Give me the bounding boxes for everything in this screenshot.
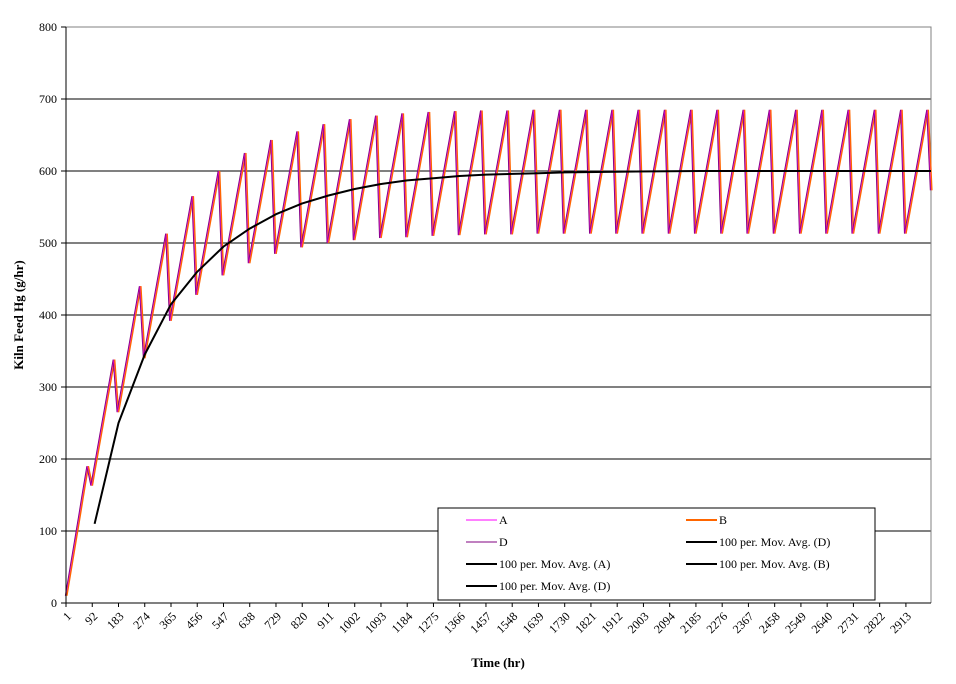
legend-item: 100 per. Mov. Avg. (D): [466, 579, 610, 593]
series-d-line: [64, 109, 931, 596]
y-axis-ticks: 0 100 200 300 400 500 600 700 800: [39, 20, 66, 610]
x-axis-title: Time (hr): [471, 655, 525, 670]
x-tick-label: 1093: [362, 609, 389, 636]
x-tick-label: 547: [209, 609, 232, 632]
legend-label: D: [499, 535, 508, 549]
legend-label: 100 per. Mov. Avg. (B): [719, 557, 830, 571]
gridlines: [66, 98, 931, 532]
x-tick-label: 92: [82, 609, 100, 627]
legend-label: B: [719, 513, 727, 527]
y-tick-label: 600: [39, 164, 57, 178]
x-tick-label: 820: [288, 609, 311, 632]
y-tick-label: 100: [39, 524, 57, 538]
x-tick-label: 1639: [520, 609, 547, 636]
x-tick-label: 1457: [467, 609, 494, 636]
x-tick-label: 2185: [677, 609, 704, 636]
x-tick-label: 911: [314, 609, 336, 631]
legend-label: 100 per. Mov. Avg. (D): [719, 535, 830, 549]
legend-item: 100 per. Mov. Avg. (A): [466, 557, 610, 571]
x-tick-label: 2640: [808, 609, 835, 636]
x-tick-label: 1184: [389, 609, 416, 636]
y-axis-title: Kiln Feed Hg (g/hr): [11, 260, 26, 369]
legend-label: A: [499, 513, 508, 527]
x-tick-label: 1912: [598, 609, 625, 636]
x-tick-label: 456: [183, 609, 206, 632]
y-tick-label: 500: [39, 236, 57, 250]
x-tick-label: 365: [156, 609, 179, 632]
x-axis-ticks: 1 92 183 274 365 456 547 638 729 820 911 1002 1093 11…: [60, 603, 914, 636]
x-tick-label: 1: [60, 609, 74, 623]
legend-item: B: [686, 513, 727, 527]
x-tick-label: 2094: [651, 609, 678, 636]
y-tick-label: 0: [51, 596, 57, 610]
x-tick-label: 1002: [336, 609, 363, 636]
x-tick-label: 2731: [835, 609, 862, 636]
x-tick-label: 2458: [756, 609, 783, 636]
moving-average-line: [93, 170, 931, 525]
x-tick-label: 1548: [493, 609, 520, 636]
x-tick-label: 729: [261, 609, 284, 632]
series-a-line: [65, 109, 932, 596]
x-tick-label: 2003: [625, 609, 652, 636]
x-tick-label: 2822: [861, 609, 888, 636]
legend: A B D 100 per. Mov. Avg. (D) 100 per. Mov. A…: [437, 507, 876, 601]
y-tick-label: 800: [39, 20, 57, 34]
series-lines: [64, 109, 933, 596]
x-tick-label: 2276: [703, 609, 730, 636]
legend-item: 100 per. Mov. Avg. (B): [686, 557, 830, 571]
x-tick-label: 1730: [546, 609, 573, 636]
legend-label: 100 per. Mov. Avg. (A): [499, 557, 610, 571]
x-tick-label: 638: [235, 609, 258, 632]
x-tick-label: 2913: [887, 609, 914, 636]
x-tick-label: 274: [130, 609, 153, 632]
y-tick-label: 300: [39, 380, 57, 394]
y-tick-label: 200: [39, 452, 57, 466]
legend-label: 100 per. Mov. Avg. (D): [499, 579, 610, 593]
x-tick-label: 2367: [730, 609, 757, 636]
x-tick-label: 183: [104, 609, 127, 632]
x-tick-label: 2549: [782, 609, 809, 636]
legend-item: A: [466, 513, 508, 527]
y-tick-label: 700: [39, 92, 57, 106]
legend-box: [437, 507, 876, 601]
legend-item: 100 per. Mov. Avg. (D): [686, 535, 830, 549]
plot-area-border: [66, 26, 932, 603]
x-tick-label: 1366: [441, 609, 468, 636]
series-b-line: [66, 109, 933, 596]
x-tick-label: 1821: [572, 609, 599, 636]
x-tick-label: 1275: [415, 609, 442, 636]
legend-item: D: [466, 535, 508, 549]
y-tick-label: 400: [39, 308, 57, 322]
